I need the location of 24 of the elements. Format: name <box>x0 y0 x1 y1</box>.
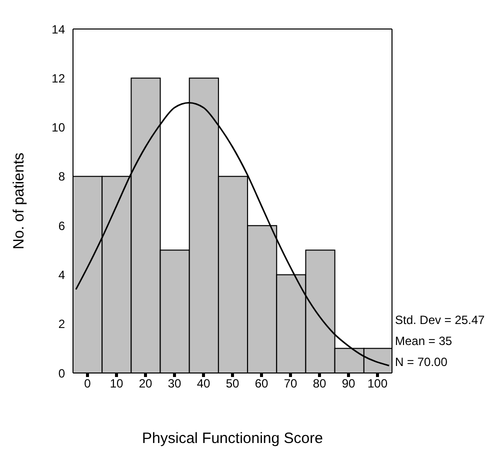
x-tick-label: 60 <box>254 376 268 391</box>
text: Mean = 35 <box>395 333 454 350</box>
y-tick-label: 8 <box>58 170 66 184</box>
y-tick-label: 6 <box>58 218 66 233</box>
x-tick-label: 80 <box>312 376 326 391</box>
y-tick-label: 2 <box>58 317 66 332</box>
y-tick-label: 12 <box>52 71 66 86</box>
x-tick-label: 10 <box>110 376 124 391</box>
x-tick-label: 50 <box>226 376 240 391</box>
y-tick-label: 10 <box>52 120 66 135</box>
text: Std. Dev = 25.47 <box>395 312 485 329</box>
text: N = 70.00 <box>395 354 448 371</box>
x-axis-title: Physical Functioning Score <box>142 430 323 447</box>
y-axis-title: No. of patients <box>10 152 28 250</box>
y-tick-label: 4 <box>58 268 66 282</box>
x-tick-label: 0 <box>84 376 92 391</box>
x-tick-label: 70 <box>284 376 298 391</box>
x-tick-label: 100 <box>367 376 388 391</box>
y-tick-label: 14 <box>52 22 66 36</box>
x-tick-label: 40 <box>196 376 210 391</box>
y-tick-label: 0 <box>58 366 66 380</box>
x-tick-label: 20 <box>138 376 152 391</box>
x-tick-label: 30 <box>168 376 182 391</box>
x-tick-label: 90 <box>342 376 356 391</box>
